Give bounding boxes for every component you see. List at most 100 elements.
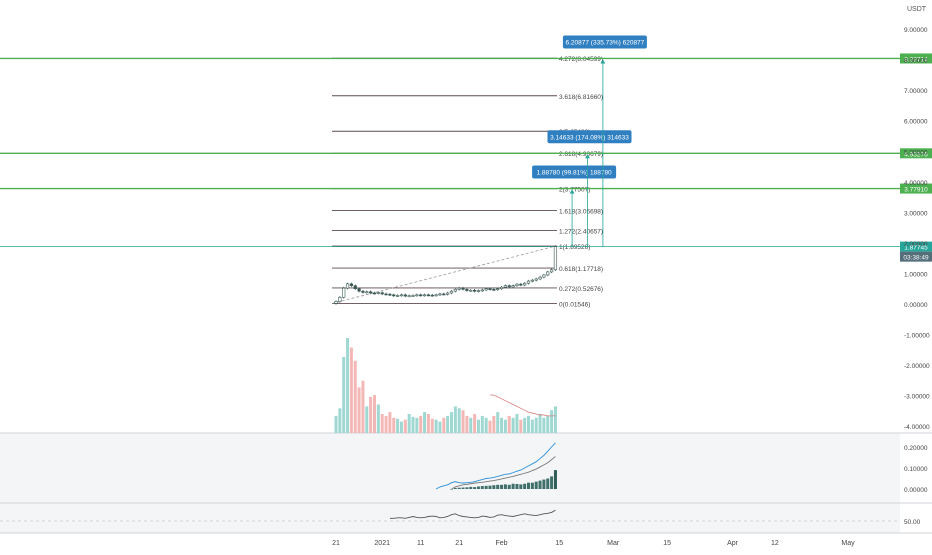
target-callout-label: 1.88780 (99.81%) 188780: [537, 170, 613, 177]
fib-trend-line: [331, 245, 556, 304]
price-axis-label: 2.00000: [904, 241, 928, 248]
macd-histogram-bar: [484, 485, 488, 489]
volume-bar: [523, 417, 527, 433]
candle-body: [519, 283, 523, 286]
macd-histogram-bar: [500, 484, 504, 489]
candle-body: [442, 293, 446, 296]
volume-bar: [380, 414, 384, 433]
price-axis-label: 5.00000: [904, 149, 928, 156]
macd-histogram-bar: [542, 479, 546, 489]
candle-body: [345, 283, 350, 289]
volume-bar: [503, 419, 507, 433]
volume-bar: [519, 419, 523, 433]
time-axis-label: Feb: [496, 540, 508, 547]
volume-bar: [430, 418, 434, 433]
price-tag-label: 4.93276: [904, 151, 928, 158]
candle-body: [372, 292, 377, 295]
volume-bar: [388, 412, 392, 433]
fib-level-label: 1.618(3.05698): [559, 209, 603, 216]
price-axis-label: 0.00000: [904, 302, 928, 309]
macd-histogram-bar: [515, 483, 519, 489]
candle-body: [484, 288, 488, 291]
fib-level-label: 0(0.01546): [559, 302, 590, 309]
macd-histogram-bar: [503, 484, 507, 489]
price-tag-label: 3.77910: [904, 187, 928, 194]
macd-histogram-bar: [473, 487, 477, 489]
volume-bar: [527, 415, 530, 433]
price-axis-label: -1.00000: [904, 333, 930, 340]
volume-bar: [415, 417, 419, 433]
fib-level-label: 0.272(0.52676): [559, 286, 603, 293]
candle-body: [549, 269, 554, 273]
volume-bar: [365, 406, 369, 433]
candle-body: [338, 296, 342, 302]
macd-histogram-bar: [465, 487, 469, 489]
volume-bar: [334, 415, 338, 433]
volume-bar: [373, 395, 376, 433]
candle-body: [542, 274, 546, 278]
candle-body: [407, 295, 411, 298]
volume-bar: [349, 347, 353, 433]
volume-bar: [496, 412, 500, 433]
fib-level-label: 3.618(6.81660): [559, 94, 603, 101]
volume-bar: [473, 414, 477, 433]
macd-histogram-bar: [538, 480, 542, 489]
volume-bar: [361, 380, 365, 433]
macd-axis-label: 0.20000: [904, 445, 928, 452]
candle-body: [399, 294, 404, 297]
candle-body: [357, 288, 361, 292]
volume-bar: [419, 415, 423, 433]
volume-bar: [353, 360, 357, 433]
target-arrow-head: [585, 154, 590, 159]
candle-body: [553, 246, 558, 271]
price-tag: [900, 148, 932, 159]
volume-bar: [457, 408, 461, 433]
time-axis-label: Mar: [607, 540, 620, 547]
fib-level-label: 1.272(2.40657): [559, 228, 603, 235]
macd-histogram-bar: [496, 484, 500, 489]
volume-bar: [511, 417, 515, 433]
macd-histogram-bar: [546, 478, 550, 489]
volume-bar: [369, 396, 373, 433]
fib-level-label: 0.618(1.17718): [559, 266, 603, 273]
candle-body: [419, 294, 423, 297]
macd-histogram-bar: [511, 483, 515, 489]
volume-bar: [476, 419, 480, 433]
candle-body: [438, 293, 442, 296]
currency-label: USDT: [907, 6, 927, 13]
volume-bar: [407, 414, 411, 433]
macd-histogram-bar: [534, 481, 538, 489]
candle-body: [403, 294, 407, 297]
volume-bar: [423, 412, 427, 433]
candle-body: [342, 287, 346, 298]
volume-bar: [550, 410, 554, 433]
macd-line: [435, 442, 556, 490]
volume-bar: [465, 415, 469, 433]
candle-body: [365, 291, 369, 294]
target-callout-label: 3.14633 (174.08%) 314633: [550, 134, 629, 141]
macd-histogram-bar: [507, 484, 511, 489]
time-axis-label: Apr: [727, 540, 739, 547]
volume-bar: [542, 417, 546, 433]
candle-body: [457, 287, 461, 290]
fib-level-label: 2(3.77507): [559, 187, 590, 194]
macd-histogram-bar: [519, 484, 523, 489]
macd-axis-label: 0.10000: [904, 466, 928, 473]
rsi-line: [389, 509, 556, 519]
candle-body: [388, 293, 392, 296]
candle-body: [415, 294, 419, 297]
macd-histogram-bar: [530, 482, 534, 489]
price-axis-label: 3.00000: [904, 210, 928, 217]
volume-bar: [357, 387, 361, 433]
rsi-pane-bg: [0, 503, 900, 533]
time-axis-label: May: [841, 540, 855, 547]
candle-body: [369, 291, 373, 294]
volume-bar: [392, 417, 396, 433]
rsi-axis-label: 50.00: [904, 519, 921, 526]
candle-body: [422, 294, 427, 297]
candle-body: [461, 287, 465, 290]
candle-body: [472, 289, 477, 292]
candle-body: [499, 286, 504, 290]
